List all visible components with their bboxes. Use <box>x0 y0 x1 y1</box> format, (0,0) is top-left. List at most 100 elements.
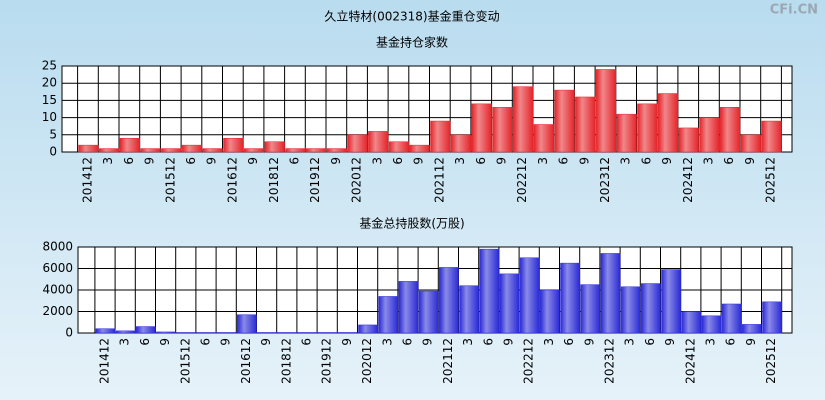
bar <box>326 148 347 153</box>
x-tick-label: 202012 <box>350 157 364 203</box>
y-tick-label: 0 <box>49 145 57 159</box>
x-tick-label: 201912 <box>320 338 334 384</box>
bar <box>196 332 217 334</box>
bar <box>600 253 621 334</box>
x-tick-label: 6 <box>557 157 571 165</box>
bar <box>338 332 358 334</box>
bar <box>95 328 116 334</box>
bar <box>181 144 203 153</box>
bar <box>450 134 472 153</box>
bar <box>430 120 451 153</box>
x-tick-label: 9 <box>744 338 758 346</box>
bar <box>136 326 156 334</box>
x-tick-label: 3 <box>453 157 467 165</box>
bar <box>492 107 513 153</box>
bar <box>115 330 136 334</box>
y-tick-label: 8000 <box>42 240 73 254</box>
bar <box>156 331 176 334</box>
bar <box>762 301 782 334</box>
x-tick-label: 202512 <box>764 338 778 384</box>
bar <box>641 283 661 334</box>
bar <box>575 96 596 153</box>
bar <box>554 89 575 153</box>
bar <box>701 315 722 334</box>
bar <box>216 332 237 334</box>
bar <box>540 289 560 334</box>
x-tick-label: 6 <box>287 157 301 165</box>
bar <box>661 269 681 334</box>
bar <box>140 148 161 153</box>
x-tick-label: 3 <box>370 157 384 165</box>
bar <box>306 148 327 153</box>
x-tick-label: 9 <box>577 157 591 165</box>
x-tick-label: 202012 <box>360 338 374 384</box>
x-tick-label: 9 <box>663 338 677 346</box>
chart-title: 基金总持股数(万股) <box>359 216 464 231</box>
bar <box>513 86 534 153</box>
bar <box>317 332 338 334</box>
bar <box>285 148 306 153</box>
x-tick-label: 201412 <box>80 157 94 203</box>
x-tick-label: 6 <box>639 157 653 165</box>
bar <box>237 314 257 334</box>
x-tick-label: 3 <box>619 157 633 165</box>
x-tick-label: 201812 <box>267 157 281 203</box>
bar <box>479 248 500 334</box>
bar <box>388 141 410 153</box>
bar <box>119 137 140 153</box>
x-tick-label: 201512 <box>163 157 177 203</box>
bar <box>418 290 439 334</box>
x-tick-label: 9 <box>143 157 157 165</box>
x-tick-label: 9 <box>582 338 596 346</box>
x-tick-label: 6 <box>474 157 488 165</box>
x-tick-label: 6 <box>391 157 405 165</box>
x-tick-label: 201612 <box>225 157 239 203</box>
y-tick-label: 25 <box>42 59 57 73</box>
x-tick-label: 3 <box>461 338 475 346</box>
y-tick-label: 5 <box>49 127 57 141</box>
x-tick-label: 3 <box>704 338 718 346</box>
bar <box>358 324 378 334</box>
bar <box>657 93 679 153</box>
x-tick-label: 201812 <box>279 338 293 384</box>
bar <box>264 141 285 153</box>
bar <box>595 69 617 153</box>
x-tick-label: 9 <box>340 338 354 346</box>
x-tick-label: 202412 <box>683 338 697 384</box>
x-tick-label: 6 <box>481 338 495 346</box>
bar <box>223 137 244 153</box>
x-tick-label: 6 <box>122 157 136 165</box>
bar <box>681 311 702 334</box>
y-tick-label: 15 <box>42 93 57 107</box>
x-tick-label: 3 <box>380 338 394 346</box>
bar <box>471 103 492 153</box>
bar <box>176 332 197 334</box>
y-tick-label: 10 <box>42 110 57 124</box>
bar <box>620 286 641 334</box>
x-tick-label: 3 <box>118 338 132 346</box>
bar <box>616 113 637 153</box>
x-tick-label: 202512 <box>764 157 778 203</box>
x-tick-label: 9 <box>259 338 273 346</box>
x-tick-label: 202212 <box>515 157 529 203</box>
bar <box>459 285 479 334</box>
chart-title: 基金持仓家数 <box>376 35 448 50</box>
bar <box>637 103 658 153</box>
x-tick-label: 3 <box>701 157 715 165</box>
bar <box>533 124 554 153</box>
watermark: CFi.CN <box>770 3 818 18</box>
x-tick-label: 201512 <box>178 338 192 384</box>
bar <box>398 281 419 334</box>
x-tick-label: 202312 <box>603 338 617 384</box>
x-tick-label: 9 <box>412 157 426 165</box>
x-tick-label: 201412 <box>98 338 112 384</box>
bar <box>257 332 277 334</box>
bar <box>297 332 318 334</box>
x-tick-label: 202412 <box>681 157 695 203</box>
x-tick-label: 9 <box>660 157 674 165</box>
x-tick-label: 202212 <box>522 338 536 384</box>
x-tick-label: 6 <box>724 338 738 346</box>
bar <box>347 134 368 153</box>
x-tick-label: 201612 <box>239 338 253 384</box>
x-tick-label: 6 <box>199 338 213 346</box>
